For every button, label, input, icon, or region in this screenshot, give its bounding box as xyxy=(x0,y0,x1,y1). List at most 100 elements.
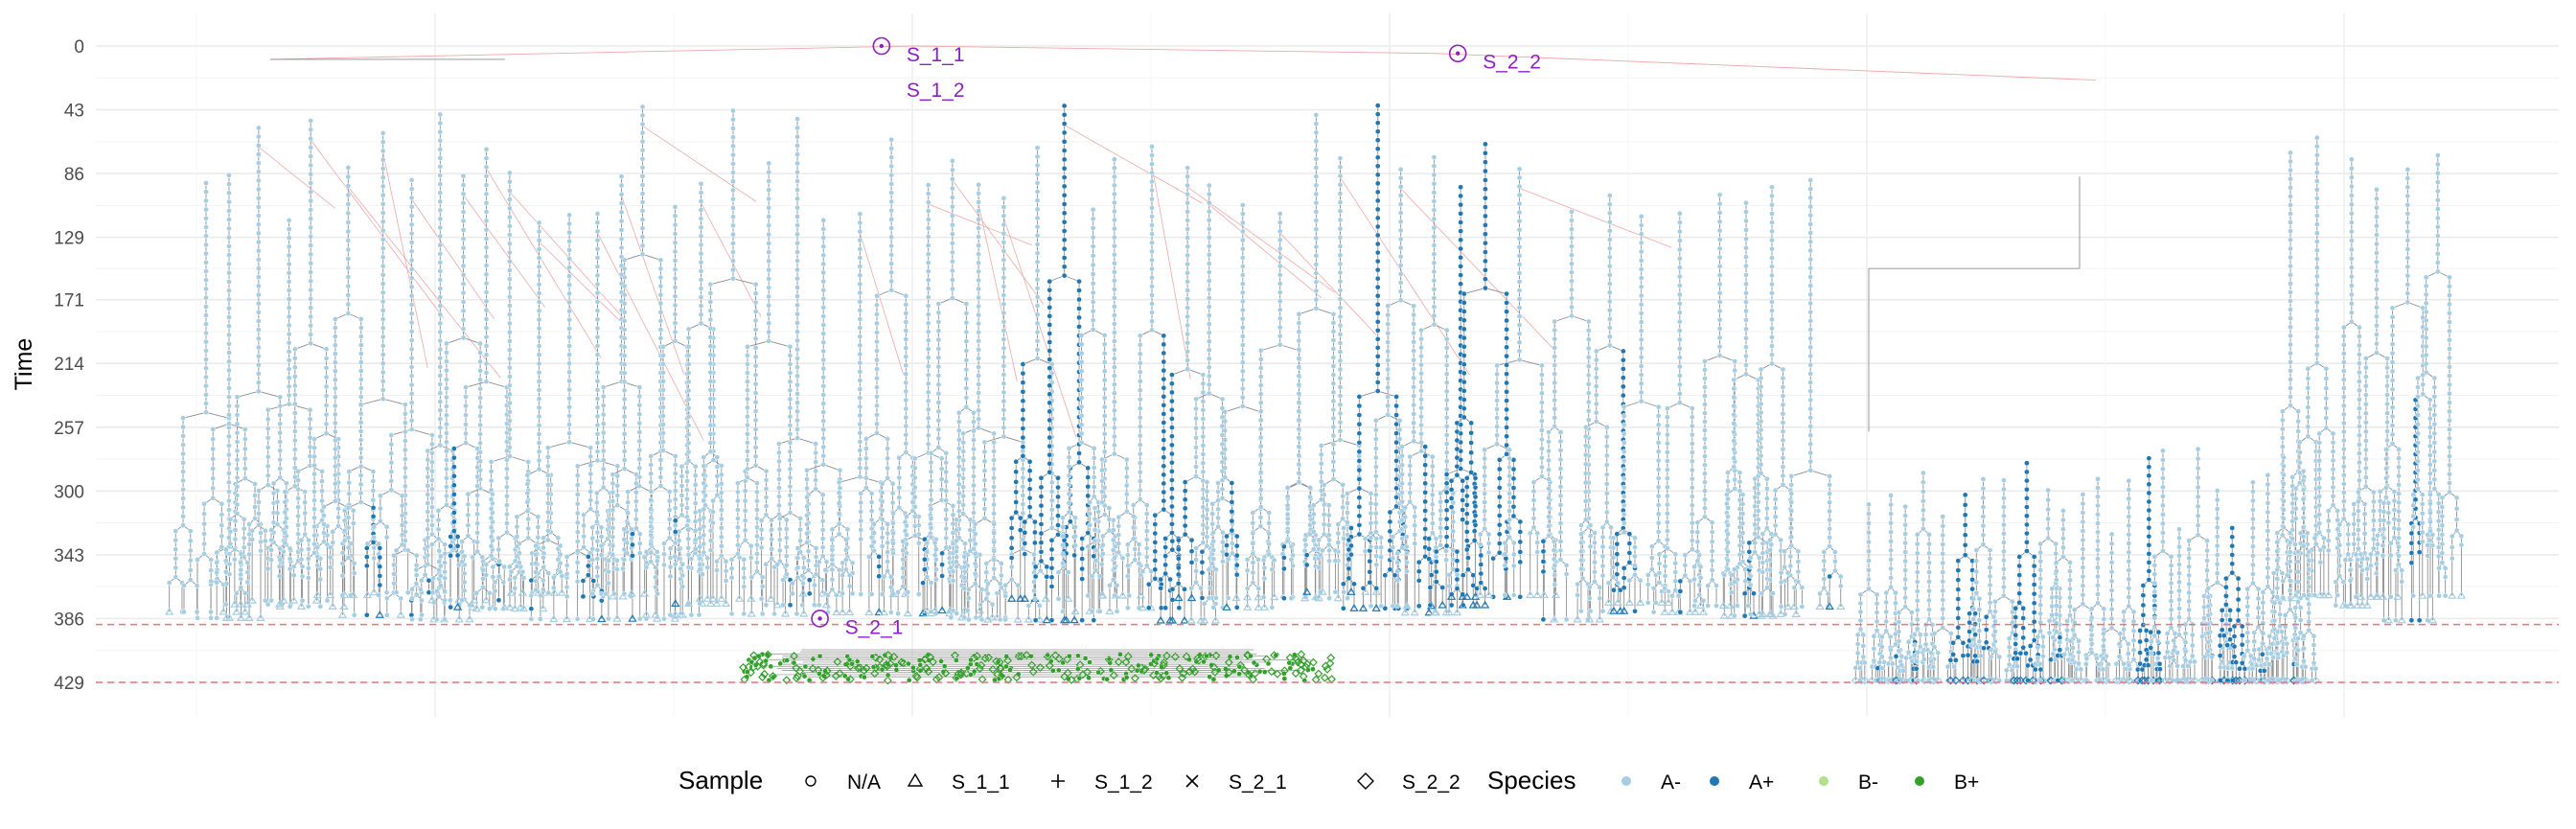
tree-node xyxy=(399,532,405,539)
tree-node xyxy=(295,531,301,538)
tree-node xyxy=(256,204,262,210)
tree-node xyxy=(234,510,241,517)
tree-edge xyxy=(1225,405,1243,413)
tree-node xyxy=(698,303,704,310)
tree-node xyxy=(311,532,317,539)
tree-node xyxy=(589,535,596,541)
tree-node xyxy=(730,134,736,141)
tree-node xyxy=(574,539,581,544)
tree-node xyxy=(295,469,301,474)
tree-edge xyxy=(642,126,757,202)
tree-node xyxy=(507,329,513,335)
tree-node xyxy=(437,173,444,178)
tree-node xyxy=(594,378,601,384)
tree-node xyxy=(371,544,378,551)
tree-node xyxy=(610,507,616,514)
tree-node xyxy=(684,478,690,484)
tree-node xyxy=(574,547,581,554)
tree-node xyxy=(636,550,643,557)
tree-node xyxy=(203,321,209,328)
tree-node xyxy=(187,528,194,534)
tree-node xyxy=(314,563,321,568)
tree-node xyxy=(451,518,457,525)
tree-node xyxy=(633,480,639,487)
tree-node xyxy=(679,572,686,579)
tree-node xyxy=(483,173,490,179)
tree-node xyxy=(408,186,415,193)
tree-node xyxy=(504,474,510,481)
tree-node xyxy=(262,597,268,604)
tree-node xyxy=(380,352,386,357)
tree-node xyxy=(234,456,241,463)
tree-node xyxy=(291,355,298,361)
tree-node xyxy=(566,282,572,288)
tree-node xyxy=(242,446,248,452)
tree-node xyxy=(357,377,364,382)
tree-node xyxy=(210,466,217,472)
tree-node xyxy=(286,401,292,407)
tree-node xyxy=(594,245,601,252)
tree-node xyxy=(460,316,467,323)
tree-node xyxy=(621,536,628,542)
tree-node xyxy=(507,196,513,202)
tree-edge xyxy=(1340,439,1360,447)
tree-node xyxy=(383,589,390,596)
tree-edge xyxy=(182,411,207,419)
tree-node xyxy=(685,551,692,558)
tree-node xyxy=(460,227,467,233)
tree-node xyxy=(566,343,572,349)
tree-node xyxy=(312,590,322,599)
tree-node xyxy=(226,208,232,214)
tree-node xyxy=(302,531,309,538)
tree-node xyxy=(332,480,338,487)
tree-node xyxy=(657,309,664,315)
tree-node xyxy=(539,604,548,612)
tree-node xyxy=(657,456,664,463)
tree-node xyxy=(730,160,736,167)
tree-node xyxy=(258,547,264,554)
tree-node xyxy=(371,523,378,530)
tree-node xyxy=(194,609,200,615)
tree-node xyxy=(707,538,714,543)
tree-node xyxy=(437,407,444,414)
tree-node xyxy=(402,456,408,462)
tree-node xyxy=(226,403,232,409)
tree-node xyxy=(393,547,400,554)
tree-node xyxy=(653,584,658,590)
tree-node xyxy=(486,589,493,596)
tree-node xyxy=(507,303,513,309)
tree-node xyxy=(621,430,628,437)
tree-node xyxy=(286,278,292,285)
tree-node xyxy=(474,483,481,489)
tree-node xyxy=(308,313,314,320)
tree-node xyxy=(264,406,271,413)
tree-node xyxy=(550,574,557,581)
tree-node xyxy=(317,576,324,583)
tree-node xyxy=(203,215,209,221)
tree-node xyxy=(308,332,314,337)
tree-node xyxy=(437,164,444,170)
tree-node xyxy=(203,250,209,257)
tree-node xyxy=(226,261,232,267)
tree-node xyxy=(692,472,699,479)
tree-node xyxy=(180,424,186,430)
tree-node xyxy=(351,560,357,566)
tree-node xyxy=(408,319,415,326)
tree-edge xyxy=(1554,315,1573,322)
tree-node xyxy=(256,499,262,505)
tree-edge xyxy=(859,233,905,376)
tree-node xyxy=(437,137,444,144)
tree-node xyxy=(187,547,194,554)
tree-node xyxy=(332,403,338,409)
tree-node xyxy=(286,322,292,329)
tree-node xyxy=(625,499,631,506)
tree-node xyxy=(380,192,386,198)
tree-node xyxy=(277,456,284,463)
tree-node xyxy=(345,311,352,316)
tree-node xyxy=(636,447,643,453)
tree-node xyxy=(444,403,449,409)
tree-node xyxy=(256,510,262,517)
tree-node xyxy=(483,280,490,287)
tree-node xyxy=(594,582,601,588)
tree-node xyxy=(495,597,502,604)
